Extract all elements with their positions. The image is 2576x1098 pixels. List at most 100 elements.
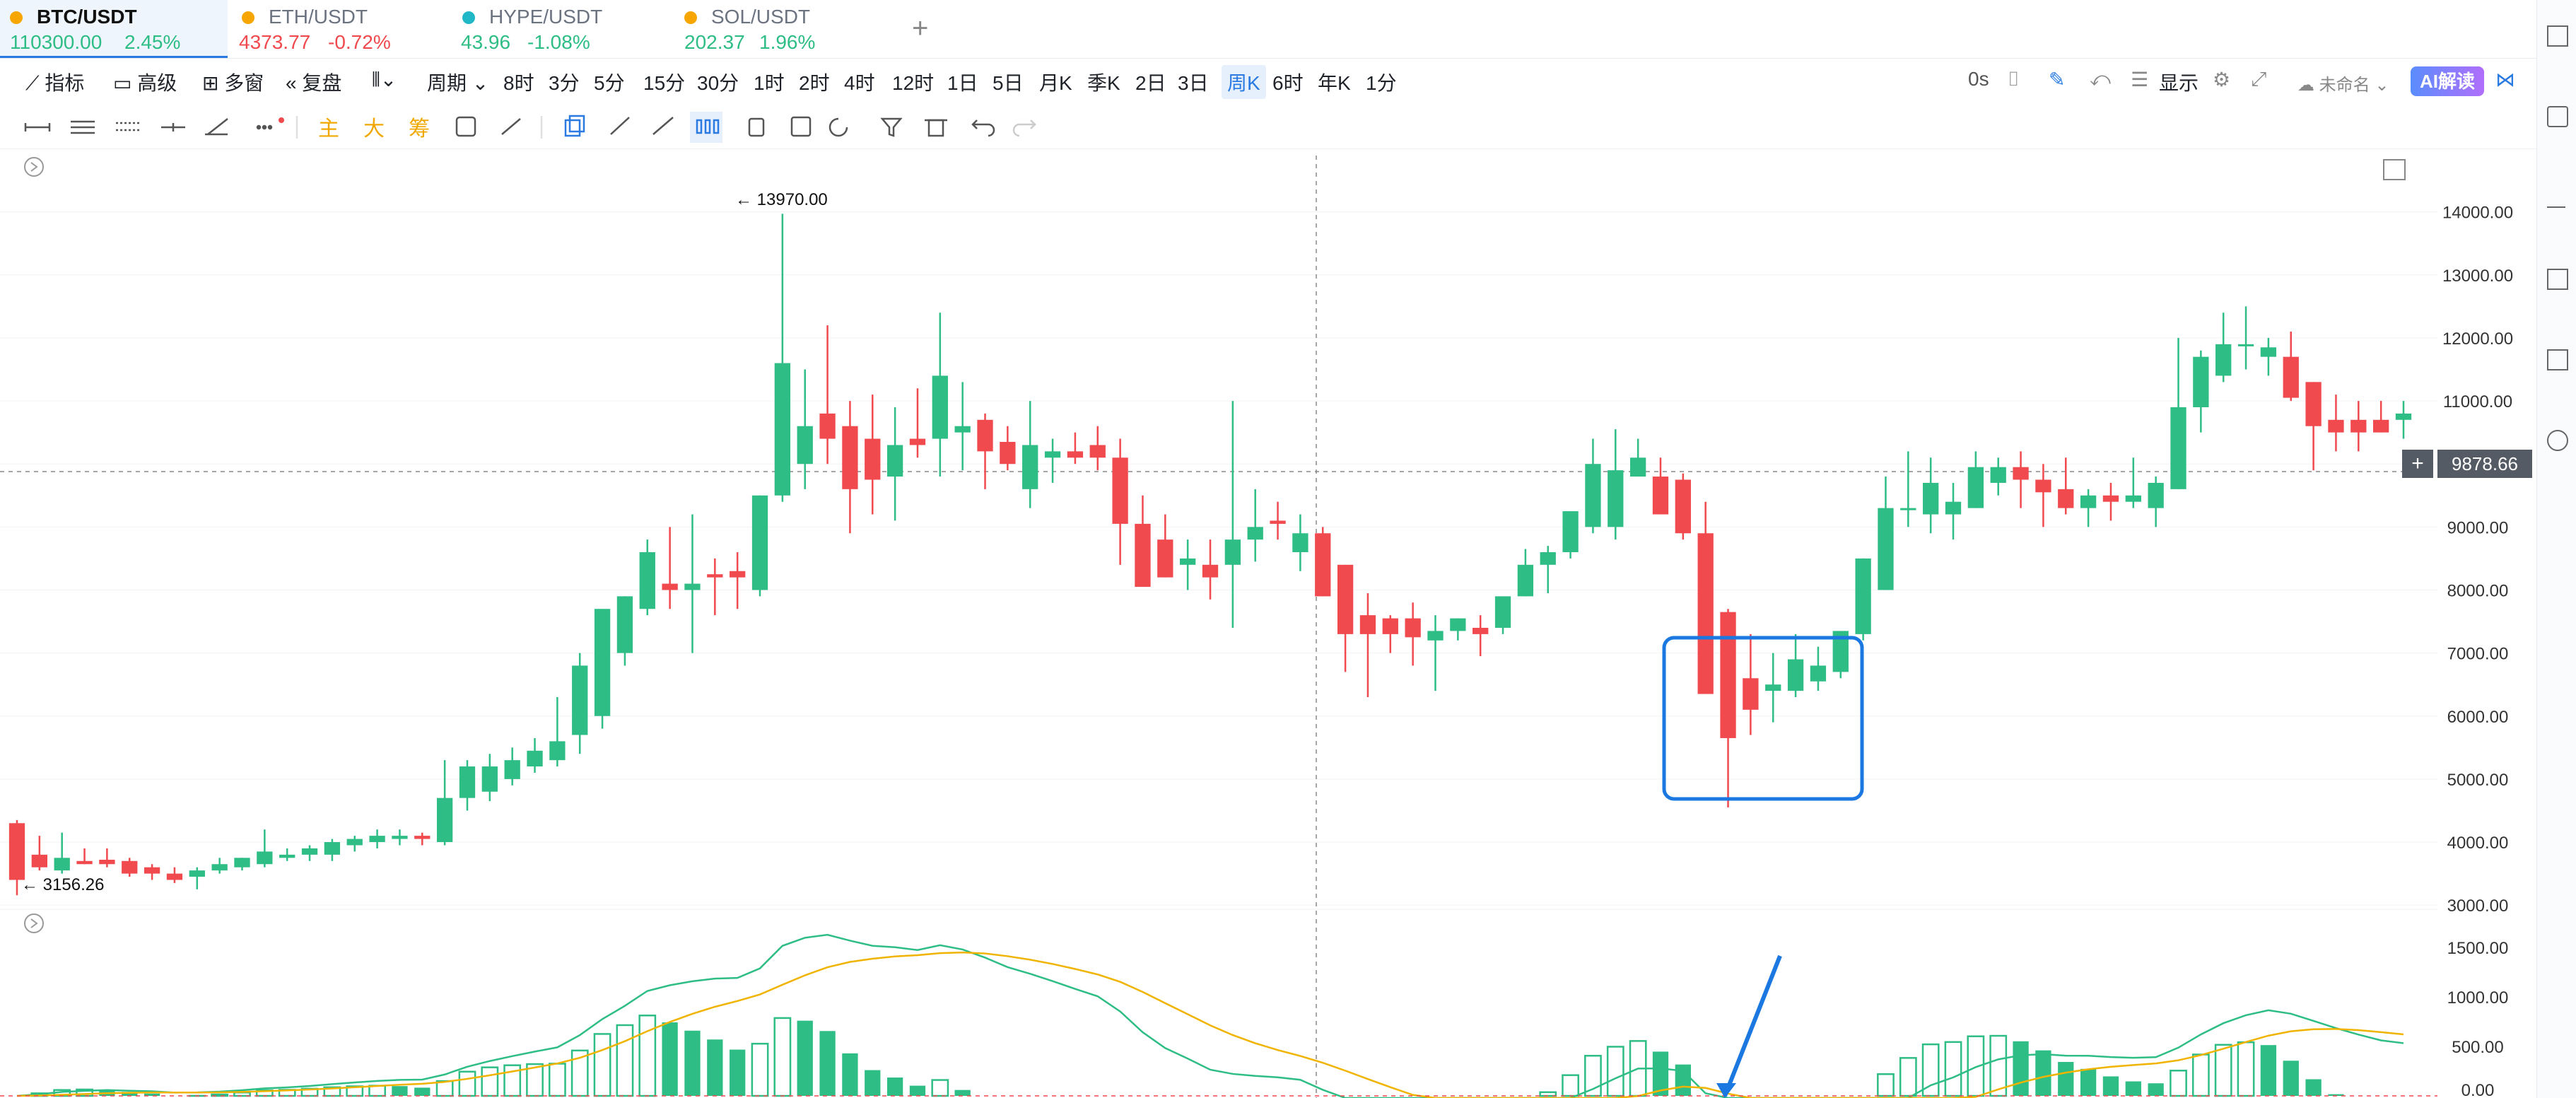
add-tab-button[interactable]: + (912, 13, 929, 44)
candle-body (2260, 347, 2277, 357)
replay-button[interactable]: « 复盘 (286, 68, 341, 96)
delete-icon[interactable] (748, 117, 765, 137)
range-icon[interactable] (116, 122, 140, 132)
undo-icon[interactable] (971, 119, 995, 137)
candle-body (1585, 464, 1601, 527)
magnet-icon[interactable] (829, 117, 848, 137)
candle-body (1473, 627, 1489, 634)
macd-tick-label: 0.00 (2461, 1081, 2495, 1098)
redo-icon[interactable] (1012, 119, 1036, 137)
interval-0[interactable]: 8时 (503, 72, 534, 94)
candle-body (1022, 445, 1038, 489)
macd-histogram-bar (2102, 1076, 2119, 1096)
display-button[interactable]: 显示 (2159, 72, 2199, 94)
main-indicator-toggle[interactable]: 主 (318, 117, 339, 141)
chart-type-button[interactable]: ⫴⌄ (372, 68, 397, 92)
tab-eth[interactable]: ETH/USDT 4373.77 -0.72% (232, 0, 444, 58)
interval-10[interactable]: 5日 (993, 72, 1024, 94)
multi-window-button[interactable]: ⊞ 多窗 (202, 68, 264, 96)
more-icon[interactable] (256, 117, 284, 130)
macd-histogram-bar (211, 1093, 229, 1097)
interval-13[interactable]: 2日 (1135, 72, 1166, 94)
tab-btc[interactable]: BTC/USDT 110300.00 2.45% (0, 0, 228, 58)
macd-histogram-bar (2305, 1079, 2322, 1096)
pencil-tool-icon[interactable] (652, 117, 674, 135)
interval-15[interactable]: 周K (1222, 65, 1266, 99)
copy-icon[interactable] (564, 115, 585, 137)
settings-circle-icon[interactable] (2547, 430, 2568, 451)
big-indicator-toggle[interactable]: 大 (363, 117, 385, 141)
macd-histogram-bar (954, 1090, 971, 1096)
tab-hype[interactable]: HYPE/USDT 43.96 -1.08% (452, 0, 665, 58)
candle-body (2215, 344, 2232, 376)
tab-price: 202.37 (684, 31, 745, 53)
filter-icon[interactable] (880, 117, 903, 137)
parallel-lines-icon[interactable] (71, 120, 95, 134)
macd-histogram-bar (1606, 1046, 1624, 1097)
share-icon[interactable]: ⋈ (2495, 69, 2515, 90)
panel-icon[interactable] (2547, 25, 2568, 47)
ray-icon[interactable] (161, 123, 185, 132)
note-icon[interactable] (790, 116, 812, 137)
collapse-macd-icon[interactable] (24, 913, 44, 933)
interval-11[interactable]: 月K (1039, 72, 1072, 94)
interval-5[interactable]: 1时 (754, 72, 785, 94)
interval-8[interactable]: 12时 (892, 72, 935, 94)
interval-14[interactable]: 3日 (1178, 72, 1209, 94)
gear-icon[interactable]: ⚙ (2213, 69, 2231, 90)
indicators-button[interactable]: ⟋ 指标 (25, 68, 84, 96)
horizontal-line-icon[interactable] (24, 123, 51, 132)
etf-icon[interactable] (2547, 349, 2568, 370)
interval-7[interactable]: 4时 (844, 72, 875, 94)
pencil-icon[interactable]: ✎ (2049, 69, 2066, 90)
low-label: ← 3156.26 (21, 875, 104, 894)
settings-list-icon[interactable]: ☰ (2131, 69, 2149, 90)
ai-interpret-button[interactable]: AI解读 (2411, 66, 2484, 96)
snapshot-icon[interactable] (455, 116, 476, 137)
candle-body (527, 750, 543, 767)
grid-icon: ⊞ (202, 72, 225, 94)
macd-histogram-bar (346, 1085, 364, 1097)
candle-body (189, 870, 205, 877)
interval-6[interactable]: 2时 (799, 72, 830, 94)
dollar-icon[interactable] (2547, 106, 2568, 127)
brush-icon[interactable] (501, 118, 521, 135)
interval-16[interactable]: 6时 (1272, 72, 1304, 94)
candle-body (751, 495, 768, 590)
fullscreen-icon[interactable]: ⤢ (2251, 68, 2267, 90)
undo-draw-icon[interactable]: ⤺ (2090, 68, 2111, 90)
trash-icon[interactable] (925, 119, 947, 137)
price-chart[interactable]: 14000.0013000.0012000.0011000.0010000.00… (0, 148, 2536, 1098)
interval-2[interactable]: 5分 (594, 72, 625, 94)
interval-4[interactable]: 30分 (697, 72, 739, 94)
price-tick-label: 14000.00 (2442, 204, 2513, 223)
interval-17[interactable]: 年K (1318, 72, 1351, 94)
add-alert-button[interactable]: + (2402, 450, 2433, 478)
tab-symbol: ETH/USDT (269, 6, 368, 28)
candle-body (144, 867, 160, 874)
macd-histogram-bar (435, 1080, 454, 1097)
layout-name-dropdown[interactable]: ☁ 未命名 ⌄ (2297, 71, 2389, 95)
tab-sol[interactable]: SOL/USDT 202.37 1.96% (667, 0, 879, 58)
interval-12[interactable]: 季K (1087, 72, 1120, 94)
candle-body (774, 363, 791, 496)
chart-icon[interactable] (2547, 269, 2568, 290)
advanced-button[interactable]: ▭ 高级 (113, 68, 177, 96)
candle-body (572, 665, 588, 735)
trend-line-icon[interactable] (205, 118, 228, 136)
interval-9[interactable]: 1日 (947, 72, 978, 94)
macd-histogram-bar (2283, 1061, 2299, 1096)
candle-body (549, 741, 566, 761)
expand-icon[interactable] (2383, 159, 2406, 180)
ruler-icon[interactable] (610, 117, 630, 135)
candle-body (886, 445, 903, 477)
collapse-main-icon[interactable] (24, 157, 44, 177)
period-dropdown[interactable]: 周期 ⌄ (427, 68, 488, 96)
trend-icon[interactable] (2547, 188, 2565, 208)
interval-3[interactable]: 15分 (643, 72, 686, 94)
camera-icon[interactable]: ⌷ (2008, 68, 2020, 90)
candle-tool-icon[interactable] (696, 119, 720, 134)
chip-indicator-toggle[interactable]: 筹 (409, 117, 430, 141)
interval-1[interactable]: 3分 (549, 72, 580, 94)
interval-18[interactable]: 1分 (1366, 72, 1397, 94)
